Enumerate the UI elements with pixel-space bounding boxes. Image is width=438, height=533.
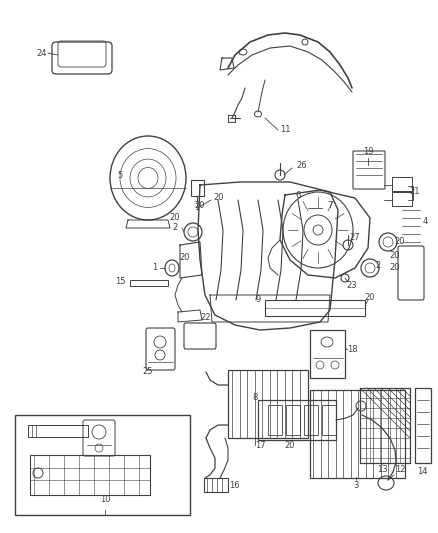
Text: 16: 16 <box>229 481 239 489</box>
Text: 5: 5 <box>117 171 123 180</box>
Text: 18: 18 <box>347 345 357 354</box>
Text: 23: 23 <box>347 280 357 289</box>
Text: 3: 3 <box>353 481 359 489</box>
Bar <box>415 388 431 463</box>
Bar <box>360 388 410 463</box>
Text: 20: 20 <box>170 214 180 222</box>
Text: 20: 20 <box>390 263 400 272</box>
Text: 14: 14 <box>417 467 427 477</box>
Text: 20: 20 <box>180 254 190 262</box>
Bar <box>28 425 88 437</box>
Text: 20: 20 <box>195 200 205 209</box>
Text: 8: 8 <box>253 393 258 402</box>
Text: 12: 12 <box>395 465 405 474</box>
Text: 1: 1 <box>152 263 158 272</box>
Bar <box>268 405 282 435</box>
Text: 20: 20 <box>395 238 405 246</box>
Bar <box>286 405 300 435</box>
Bar <box>265 300 365 316</box>
Bar <box>15 415 190 515</box>
Bar <box>130 280 168 286</box>
Text: 13: 13 <box>377 465 387 474</box>
Text: 11: 11 <box>280 125 290 134</box>
Text: 1: 1 <box>194 203 200 212</box>
Text: 10: 10 <box>100 496 110 505</box>
Bar <box>310 390 405 478</box>
Bar <box>228 370 308 438</box>
Text: 4: 4 <box>422 217 427 227</box>
Bar <box>322 405 336 435</box>
Text: 25: 25 <box>143 367 153 376</box>
Text: 6: 6 <box>295 190 301 199</box>
Text: 2: 2 <box>173 223 178 232</box>
Text: 20: 20 <box>214 192 224 201</box>
Bar <box>310 330 345 378</box>
Text: 20: 20 <box>390 251 400 260</box>
Bar <box>258 400 336 440</box>
Text: 7: 7 <box>327 200 333 209</box>
Text: 26: 26 <box>297 160 307 169</box>
Text: 15: 15 <box>115 278 125 287</box>
Bar <box>204 478 228 492</box>
Text: 20: 20 <box>365 293 375 302</box>
Text: 17: 17 <box>254 440 265 449</box>
Bar <box>392 192 412 206</box>
Bar <box>392 177 412 191</box>
Text: 22: 22 <box>201 313 211 322</box>
Text: 20: 20 <box>285 440 295 449</box>
Text: 24: 24 <box>37 49 47 58</box>
Bar <box>30 455 150 495</box>
Text: 21: 21 <box>410 188 420 197</box>
Text: 2: 2 <box>375 261 381 270</box>
Bar <box>304 405 318 435</box>
Text: 9: 9 <box>255 295 261 304</box>
Text: 19: 19 <box>363 148 373 157</box>
Bar <box>191 180 204 196</box>
Text: 27: 27 <box>350 233 360 243</box>
